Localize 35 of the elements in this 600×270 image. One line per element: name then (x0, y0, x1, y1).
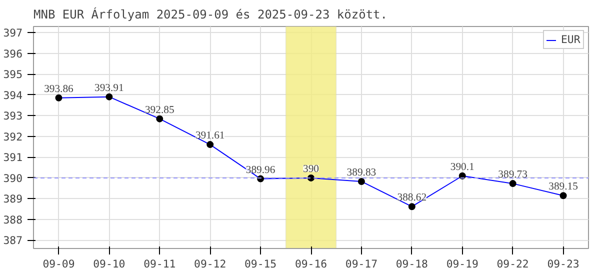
data-label: 389.83 (346, 167, 376, 178)
x-tick-label: 09-16 (294, 258, 328, 270)
x-tick-label: 09-23 (547, 258, 580, 270)
x-tick-label: 09-19 (446, 258, 478, 270)
y-tick-label: 396 (3, 47, 23, 60)
data-label: 389.73 (498, 170, 528, 181)
data-label: 389.15 (548, 182, 578, 193)
y-tick-label: 397 (3, 26, 23, 40)
y-tick-label: 393 (3, 110, 23, 123)
data-label: 391.61 (195, 130, 225, 142)
legend-label: EUR (561, 33, 581, 46)
y-tick-label: 387 (3, 234, 23, 248)
y-tick-label: 389 (3, 192, 23, 206)
y-tick-label: 392 (3, 130, 23, 144)
x-tick-label: 09-17 (345, 258, 378, 270)
data-label: 392.85 (144, 104, 174, 116)
y-tick-label: 391 (3, 151, 23, 164)
chart-title: MNB EUR Árfolyam 2025-09-09 és 2025-09-23 között. (34, 6, 388, 22)
data-label: 393.91 (94, 82, 124, 94)
data-label: 389.96 (246, 164, 276, 176)
x-tick-label: 09-09 (42, 258, 75, 270)
x-tick-label: 09-15 (244, 258, 277, 270)
data-label: 393.86 (44, 84, 74, 95)
data-label: 390 (303, 164, 319, 175)
data-label: 388.62 (397, 192, 427, 204)
y-tick-label: 390 (3, 172, 23, 185)
data-label: 390.1 (450, 162, 474, 173)
x-tick-label: 09-18 (396, 258, 428, 270)
x-tick-label: 09-10 (93, 258, 126, 270)
y-tick-label: 395 (3, 68, 23, 82)
x-tick-label: 09-12 (194, 258, 226, 270)
x-tick-label: 09-11 (144, 258, 176, 270)
y-tick-label: 388 (3, 213, 23, 226)
x-tick-label: 09-22 (496, 258, 529, 270)
y-tick-label: 394 (3, 88, 23, 102)
